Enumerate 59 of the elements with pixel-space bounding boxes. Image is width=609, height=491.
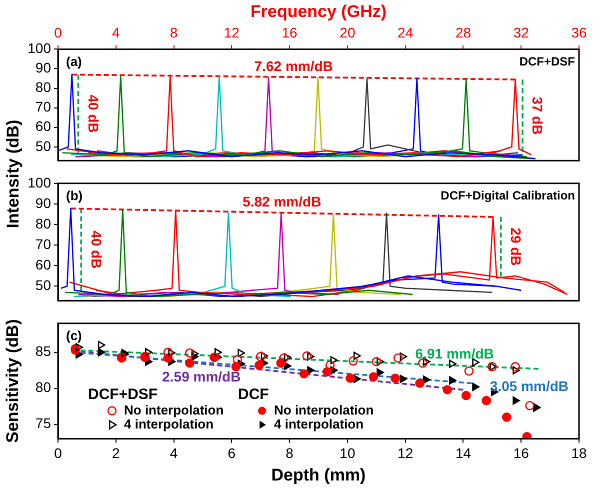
x-tick-label: 12 [398,445,414,462]
x-tick-label: 32 [513,24,530,41]
y-tick-label: 70 [35,98,52,115]
y-tick-label: 100 [28,40,52,56]
annotation: DCF [238,386,269,403]
x-tick-label: 18 [571,445,587,462]
x-tick-label: 16 [513,445,530,462]
y-tick-label: 90 [35,194,52,211]
y-tick-label: 100 [28,174,52,190]
y-tick-label: 50 [35,277,52,294]
annotation: 37 dB [530,96,546,135]
y-tick-label: 60 [35,256,52,273]
y-tick-label: 70 [35,236,52,252]
y-tick-label: 85 [35,343,52,360]
annotation: 2.59 mm/dB [162,368,241,385]
annotation: DCF+DSF [519,54,575,69]
annotation: 5.82 mm/dB [242,194,322,210]
y-tick-label: 90 [35,60,52,76]
x-tick-label: 36 [571,24,587,41]
annotation: 6.91 mm/dB [415,345,494,362]
x-tick-label: 0 [54,24,62,41]
y-tick-label: 80 [35,215,52,232]
annotation: DCF+Digital Calibration [440,188,575,203]
legend-label: 4 interpolation [124,416,214,432]
y-tick-label: 80 [35,379,52,396]
x-tick-label: 14 [455,445,472,462]
x-tick-label: 10 [340,445,356,462]
y-tick-label: 50 [35,138,52,154]
annotation: DCF+DSF [88,386,158,403]
annotation: 7.62 mm/dB [254,58,333,74]
annotation: (b) [66,188,83,203]
x-tick-label: 4 [112,24,120,41]
y-tick-label: 75 [35,415,52,432]
x-tick-label: 24 [398,24,414,41]
y-axis-title: Sensitivity (dB) [3,318,23,442]
x-tick-label: 0 [54,445,62,462]
x-axis-title: Frequency (GHz) [250,2,387,21]
x-tick-label: 6 [228,445,236,462]
annotation: (c) [66,328,82,343]
legend-label: No interpolation [274,402,374,418]
legend-label: 4 interpolation [274,416,364,432]
y-axis-title: Intensity (dB) [3,120,23,228]
x-tick-label: 4 [170,445,178,462]
x-tick-label: 12 [224,24,240,41]
y-tick-label: 80 [35,79,52,96]
x-tick-label: 20 [340,24,356,41]
annotation: 29 dB [508,228,524,266]
x-tick-label: 8 [170,24,178,41]
annotation: (a) [66,54,82,69]
annotation: 40 dB [88,230,104,269]
x-tick-label: 16 [282,24,298,41]
annotation: 40 dB [85,94,102,133]
x-tick-label: 28 [455,24,472,41]
legend-label: No interpolation [124,402,224,418]
x-tick-label: 8 [286,445,294,462]
x-tick-label: 2 [112,445,120,462]
x-axis-title: Depth (mm) [271,465,366,484]
y-tick-label: 60 [35,118,52,134]
annotation: 3.05 mm/dB [490,378,568,394]
